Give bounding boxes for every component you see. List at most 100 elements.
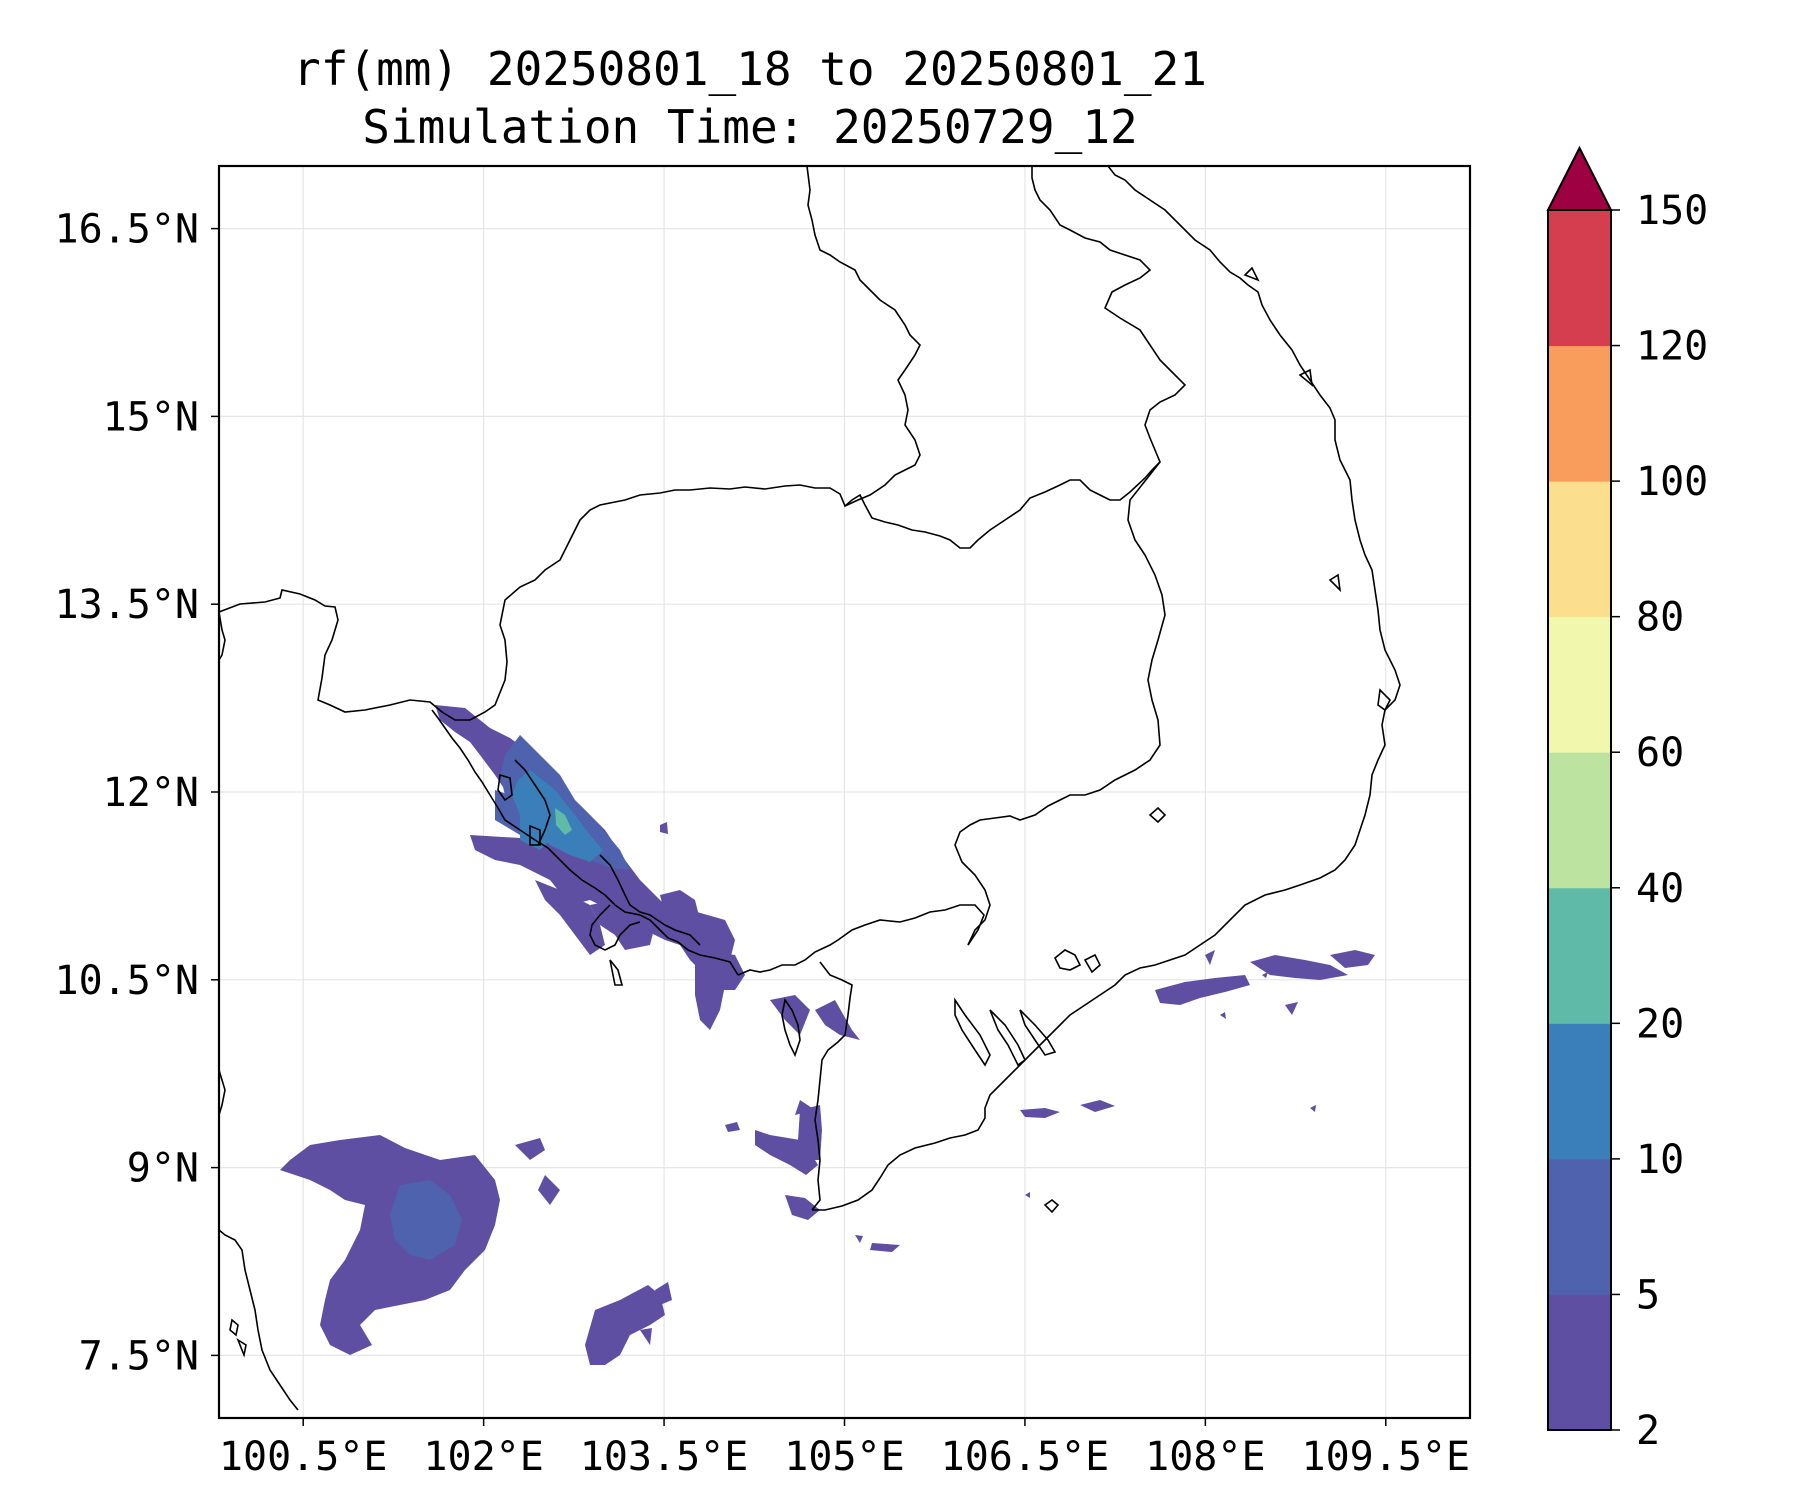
island-delta-2	[989, 1009, 1027, 1067]
rain-area-hatien	[770, 995, 810, 1035]
rain-area-gulf-south-2	[538, 1175, 560, 1205]
rain-area-scs-4	[1205, 950, 1215, 965]
rain-area-core-20-40	[555, 808, 572, 835]
rain-area-scs-6	[1020, 1108, 1060, 1118]
island-thai-south	[229, 1318, 239, 1337]
rain-area-scs-11	[1262, 972, 1268, 978]
lat-tick-label: 16.5°N	[55, 207, 200, 253]
island-phuquoc	[781, 998, 801, 1058]
coast-vietnam-east	[812, 166, 1401, 1211]
colorbar-tick-label: 40	[1636, 866, 1684, 912]
rain-area-camau-west	[755, 1130, 818, 1175]
rain-area-gulf-south-1	[515, 1138, 545, 1160]
colorbar-segment	[1548, 1294, 1611, 1431]
rain-area-scs-10	[1220, 1012, 1226, 1019]
island-condao	[1043, 1198, 1060, 1214]
rain-area-gulf-islet-3	[870, 1243, 900, 1252]
lon-tick-label: 105°E	[784, 1434, 904, 1480]
colorbar-segment	[1548, 345, 1611, 482]
colorbar-tick-label: 10	[1636, 1137, 1684, 1183]
rain-area-gulf-south-5	[655, 1282, 672, 1305]
colorbar-frame	[1547, 209, 1612, 1431]
island-delta-1	[954, 997, 991, 1067]
colorbar-tick-label: 5	[1636, 1272, 1660, 1318]
rain-area-hatien-2	[815, 1000, 860, 1040]
lon-tick-label: 108°E	[1145, 1434, 1265, 1480]
axis-ticks: 100.5°E 102°E 103.5°E 105°E 106.5°E 108°E 109.…	[55, 207, 1471, 1480]
colorbar-segment	[1548, 616, 1611, 753]
rain-area-camau-coast	[798, 1105, 822, 1160]
colorbar-segment	[1548, 1023, 1611, 1160]
coastlines-borders	[219, 166, 1401, 1411]
rain-area-scs-9	[1310, 1105, 1316, 1112]
rain-area-gulf-south-4	[585, 1285, 665, 1365]
rain-area-gulf-south-6	[640, 1328, 652, 1345]
lat-tick-label: 7.5°N	[79, 1333, 199, 1379]
coast-sihanouk	[589, 904, 641, 951]
island-delta-3	[1019, 1009, 1057, 1056]
lat-tick-label: 13.5°N	[55, 582, 200, 628]
rain-area-scs-2	[1250, 955, 1348, 980]
colorbar-tick-label: 150	[1636, 188, 1708, 234]
coast-thailand-south	[219, 1229, 299, 1411]
coast-vietnam-inlet-4	[1328, 573, 1342, 593]
colorbar-tick-label: 60	[1636, 730, 1684, 776]
rain-area-gulf-islet-1	[660, 822, 668, 834]
coast-thailand-gulf	[219, 611, 226, 661]
coast-kohkong	[514, 759, 551, 846]
lat-tick-label: 10.5°N	[55, 958, 200, 1004]
border-laos-vietnam-south	[954, 461, 1166, 946]
coast-vietnam-inlet-5	[1298, 368, 1314, 387]
colorbar-tick-label: 100	[1636, 459, 1708, 505]
border-thai-cambodia	[219, 484, 979, 721]
rain-area-sihanoukville	[590, 900, 655, 950]
island-thai-south-2	[236, 1338, 247, 1358]
coast-gulf-thailand-east	[811, 961, 853, 1211]
rain-area-scs-8	[1025, 1192, 1030, 1198]
colorbar-tick-label: 120	[1636, 324, 1708, 370]
rain-area-scs-1	[1155, 975, 1250, 1005]
chart-title: rf(mm) 20250801_18 to 20250801_21 Simula…	[0, 40, 1500, 156]
rainfall-layer	[280, 705, 1375, 1365]
colorbar-segment	[1548, 481, 1611, 618]
rain-area-scs-7	[1080, 1100, 1115, 1112]
lon-tick-label: 102°E	[423, 1434, 543, 1480]
colorbar-segment	[1548, 1158, 1611, 1295]
border-cambodia-vietnam-delta	[737, 904, 985, 976]
colorbar-tick-label: 20	[1636, 1001, 1684, 1047]
colorbar-extend-arrow	[1546, 145, 1613, 211]
island-kohkong-1	[497, 773, 513, 802]
lat-tick-label: 9°N	[127, 1146, 199, 1192]
island-kohkong-2	[529, 824, 541, 846]
lon-tick-label: 109.5°E	[1302, 1434, 1471, 1480]
rain-area-camau-tip	[785, 1195, 820, 1220]
coast-vietnam-inlet-2	[1083, 953, 1101, 974]
rain-area-kampot	[700, 950, 745, 990]
coast-vietnam-inlet-7	[1377, 688, 1391, 712]
rain-area-scs-3	[1330, 950, 1375, 968]
rain-area-core-10-20-b	[520, 800, 555, 850]
title-line-2: Simulation Time: 20250729_12	[362, 100, 1138, 154]
rain-area-bay-strip	[535, 880, 605, 955]
coast-cambodia-inner	[599, 854, 701, 946]
lon-tick-label: 100.5°E	[219, 1434, 388, 1480]
coast-cambodia	[431, 709, 739, 976]
coast-vietnam-inlet-6	[1243, 266, 1260, 282]
lat-tick-label: 15°N	[103, 394, 199, 440]
lat-tick-label: 12°N	[103, 770, 199, 816]
rain-area-gulf-southwest-5-10	[390, 1180, 462, 1260]
border-cambodia-vietnam	[977, 166, 1187, 541]
rain-area-gulf-southwest	[280, 1135, 500, 1355]
colorbar-segment	[1548, 752, 1611, 889]
lon-tick-label: 103.5°E	[580, 1434, 749, 1480]
island-koh-rong	[609, 959, 624, 986]
coast-thailand-peninsula	[219, 1069, 226, 1116]
colorbar-tick-label: 80	[1636, 595, 1684, 641]
rain-area-gulf-south-3	[382, 1255, 405, 1290]
colorbar-segment	[1548, 887, 1611, 1024]
colorbar-tick-label: 2	[1636, 1408, 1660, 1454]
rain-area-gulf-islet-2	[855, 1235, 863, 1243]
coast-vietnam-inlet-1	[1053, 949, 1082, 971]
colorbar: 2 5 10 20 40 60 80 100 120 150	[1546, 145, 1708, 1454]
title-line-1: rf(mm) 20250801_18 to 20250801_21	[293, 42, 1207, 96]
